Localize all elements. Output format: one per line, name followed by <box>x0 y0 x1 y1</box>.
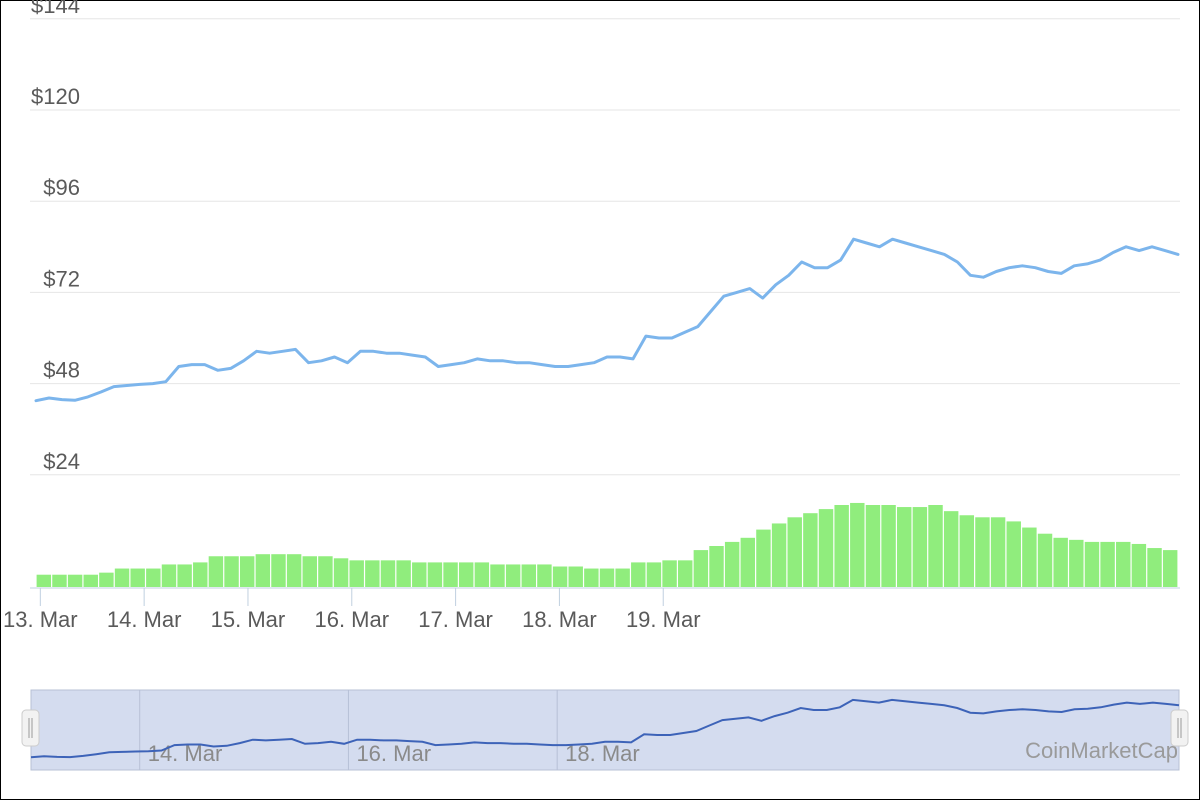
volume-bar <box>52 574 67 587</box>
volume-bar <box>724 541 740 587</box>
x-tick-label: 18. Mar <box>522 607 597 632</box>
price-chart: $24 $48 $72 $96 $120 $144 13. Mar 14. Mar 15. M… <box>3 0 1180 632</box>
volume-bar <box>333 558 349 587</box>
volume-bar <box>818 509 834 587</box>
volume-bar <box>255 554 271 587</box>
range-navigator[interactable]: 14. Mar 16. Mar 18. Mar CoinMarketCap <box>0 680 1200 790</box>
volume-bar <box>599 568 615 587</box>
volume-bar <box>427 562 443 587</box>
volume-series <box>36 502 1178 587</box>
y-axis-ticks: $24 $48 $72 $96 $120 $144 <box>31 0 80 474</box>
volume-bar <box>302 556 317 587</box>
volume-bar <box>568 566 583 587</box>
volume-bar <box>1037 533 1053 587</box>
x-tick-label: 14. Mar <box>107 607 182 632</box>
volume-bar <box>114 568 130 587</box>
volume-bar <box>67 574 83 587</box>
volume-bar <box>1022 527 1037 587</box>
volume-bar <box>865 505 881 587</box>
credit-text[interactable]: CoinMarketCap <box>1025 738 1178 763</box>
volume-bar <box>239 556 255 587</box>
volume-bar <box>1006 521 1021 587</box>
navigator-series-line <box>30 698 1180 759</box>
volume-bar <box>975 517 990 587</box>
volume-bar <box>83 574 98 587</box>
volume-bar <box>928 505 943 587</box>
volume-bar <box>740 537 756 587</box>
y-tick-label: $144 <box>31 0 80 18</box>
volume-bar <box>521 564 537 587</box>
volume-bar <box>943 511 959 587</box>
price-series-line <box>34 237 1180 403</box>
navigator-tick-label: 16. Mar <box>356 741 431 766</box>
volume-bar <box>662 560 677 587</box>
volume-bar <box>161 564 177 587</box>
volume-bar <box>881 505 896 587</box>
volume-bar <box>552 566 568 587</box>
volume-bar <box>693 550 709 587</box>
y-tick-label: $120 <box>31 84 80 109</box>
volume-bar <box>474 562 490 587</box>
volume-bar <box>505 564 521 587</box>
volume-bar <box>458 562 474 587</box>
volume-bar <box>286 554 302 587</box>
volume-bar <box>787 517 802 587</box>
volume-bar <box>193 562 208 587</box>
x-tick-label: 15. Mar <box>211 607 286 632</box>
volume-bar <box>365 560 380 587</box>
volume-bar <box>130 568 145 587</box>
volume-bar <box>631 562 646 587</box>
gridlines <box>30 18 1180 476</box>
navigator-selected-range[interactable] <box>30 689 1180 771</box>
navigator-right-handle[interactable] <box>1170 709 1189 747</box>
volume-bar <box>771 523 787 587</box>
y-tick-label: $72 <box>43 266 80 291</box>
x-tick-label: 17. Mar <box>418 607 493 632</box>
volume-bar <box>412 562 427 587</box>
volume-bar <box>709 546 724 587</box>
x-axis-ticks: 13. Mar 14. Mar 15. Mar 16. Mar 17. Mar 18. M… <box>3 588 701 632</box>
volume-bar <box>897 507 912 587</box>
volume-bar <box>756 529 771 587</box>
volume-bar <box>208 556 224 587</box>
volume-bar <box>380 560 396 587</box>
volume-bar <box>271 554 286 587</box>
x-tick-label: 16. Mar <box>314 607 389 632</box>
volume-bar <box>36 574 52 587</box>
volume-bar <box>99 572 114 587</box>
volume-bar <box>224 556 239 587</box>
volume-bar <box>990 517 1006 587</box>
volume-bar <box>1131 543 1147 587</box>
volume-bar <box>537 564 552 587</box>
y-tick-label: $48 <box>43 358 80 383</box>
volume-bar <box>1053 537 1068 587</box>
volume-bar <box>834 505 849 587</box>
y-tick-label: $96 <box>43 175 80 200</box>
volume-bar <box>803 513 818 587</box>
volume-bar <box>318 556 333 587</box>
navigator-left-handle[interactable] <box>21 709 40 747</box>
x-tick-label: 19. Mar <box>626 607 701 632</box>
volume-bar <box>1147 548 1162 587</box>
volume-bar <box>1100 541 1115 587</box>
volume-bar <box>584 568 599 587</box>
volume-bar <box>1162 550 1178 587</box>
volume-bar <box>396 560 411 587</box>
volume-bar <box>959 515 975 587</box>
volume-bar <box>177 564 192 587</box>
volume-bar <box>912 507 928 587</box>
volume-bar <box>349 560 364 587</box>
volume-bar <box>1116 541 1131 587</box>
volume-bar <box>1069 539 1084 587</box>
volume-bar <box>850 502 865 587</box>
volume-bar <box>677 560 693 587</box>
y-tick-label: $24 <box>43 449 80 474</box>
volume-bar <box>646 562 662 587</box>
volume-bar <box>615 568 630 587</box>
volume-bar <box>1084 541 1100 587</box>
volume-bar <box>443 562 458 587</box>
x-tick-label: 13. Mar <box>3 607 78 632</box>
volume-bar <box>146 568 161 587</box>
volume-bar <box>490 564 505 587</box>
